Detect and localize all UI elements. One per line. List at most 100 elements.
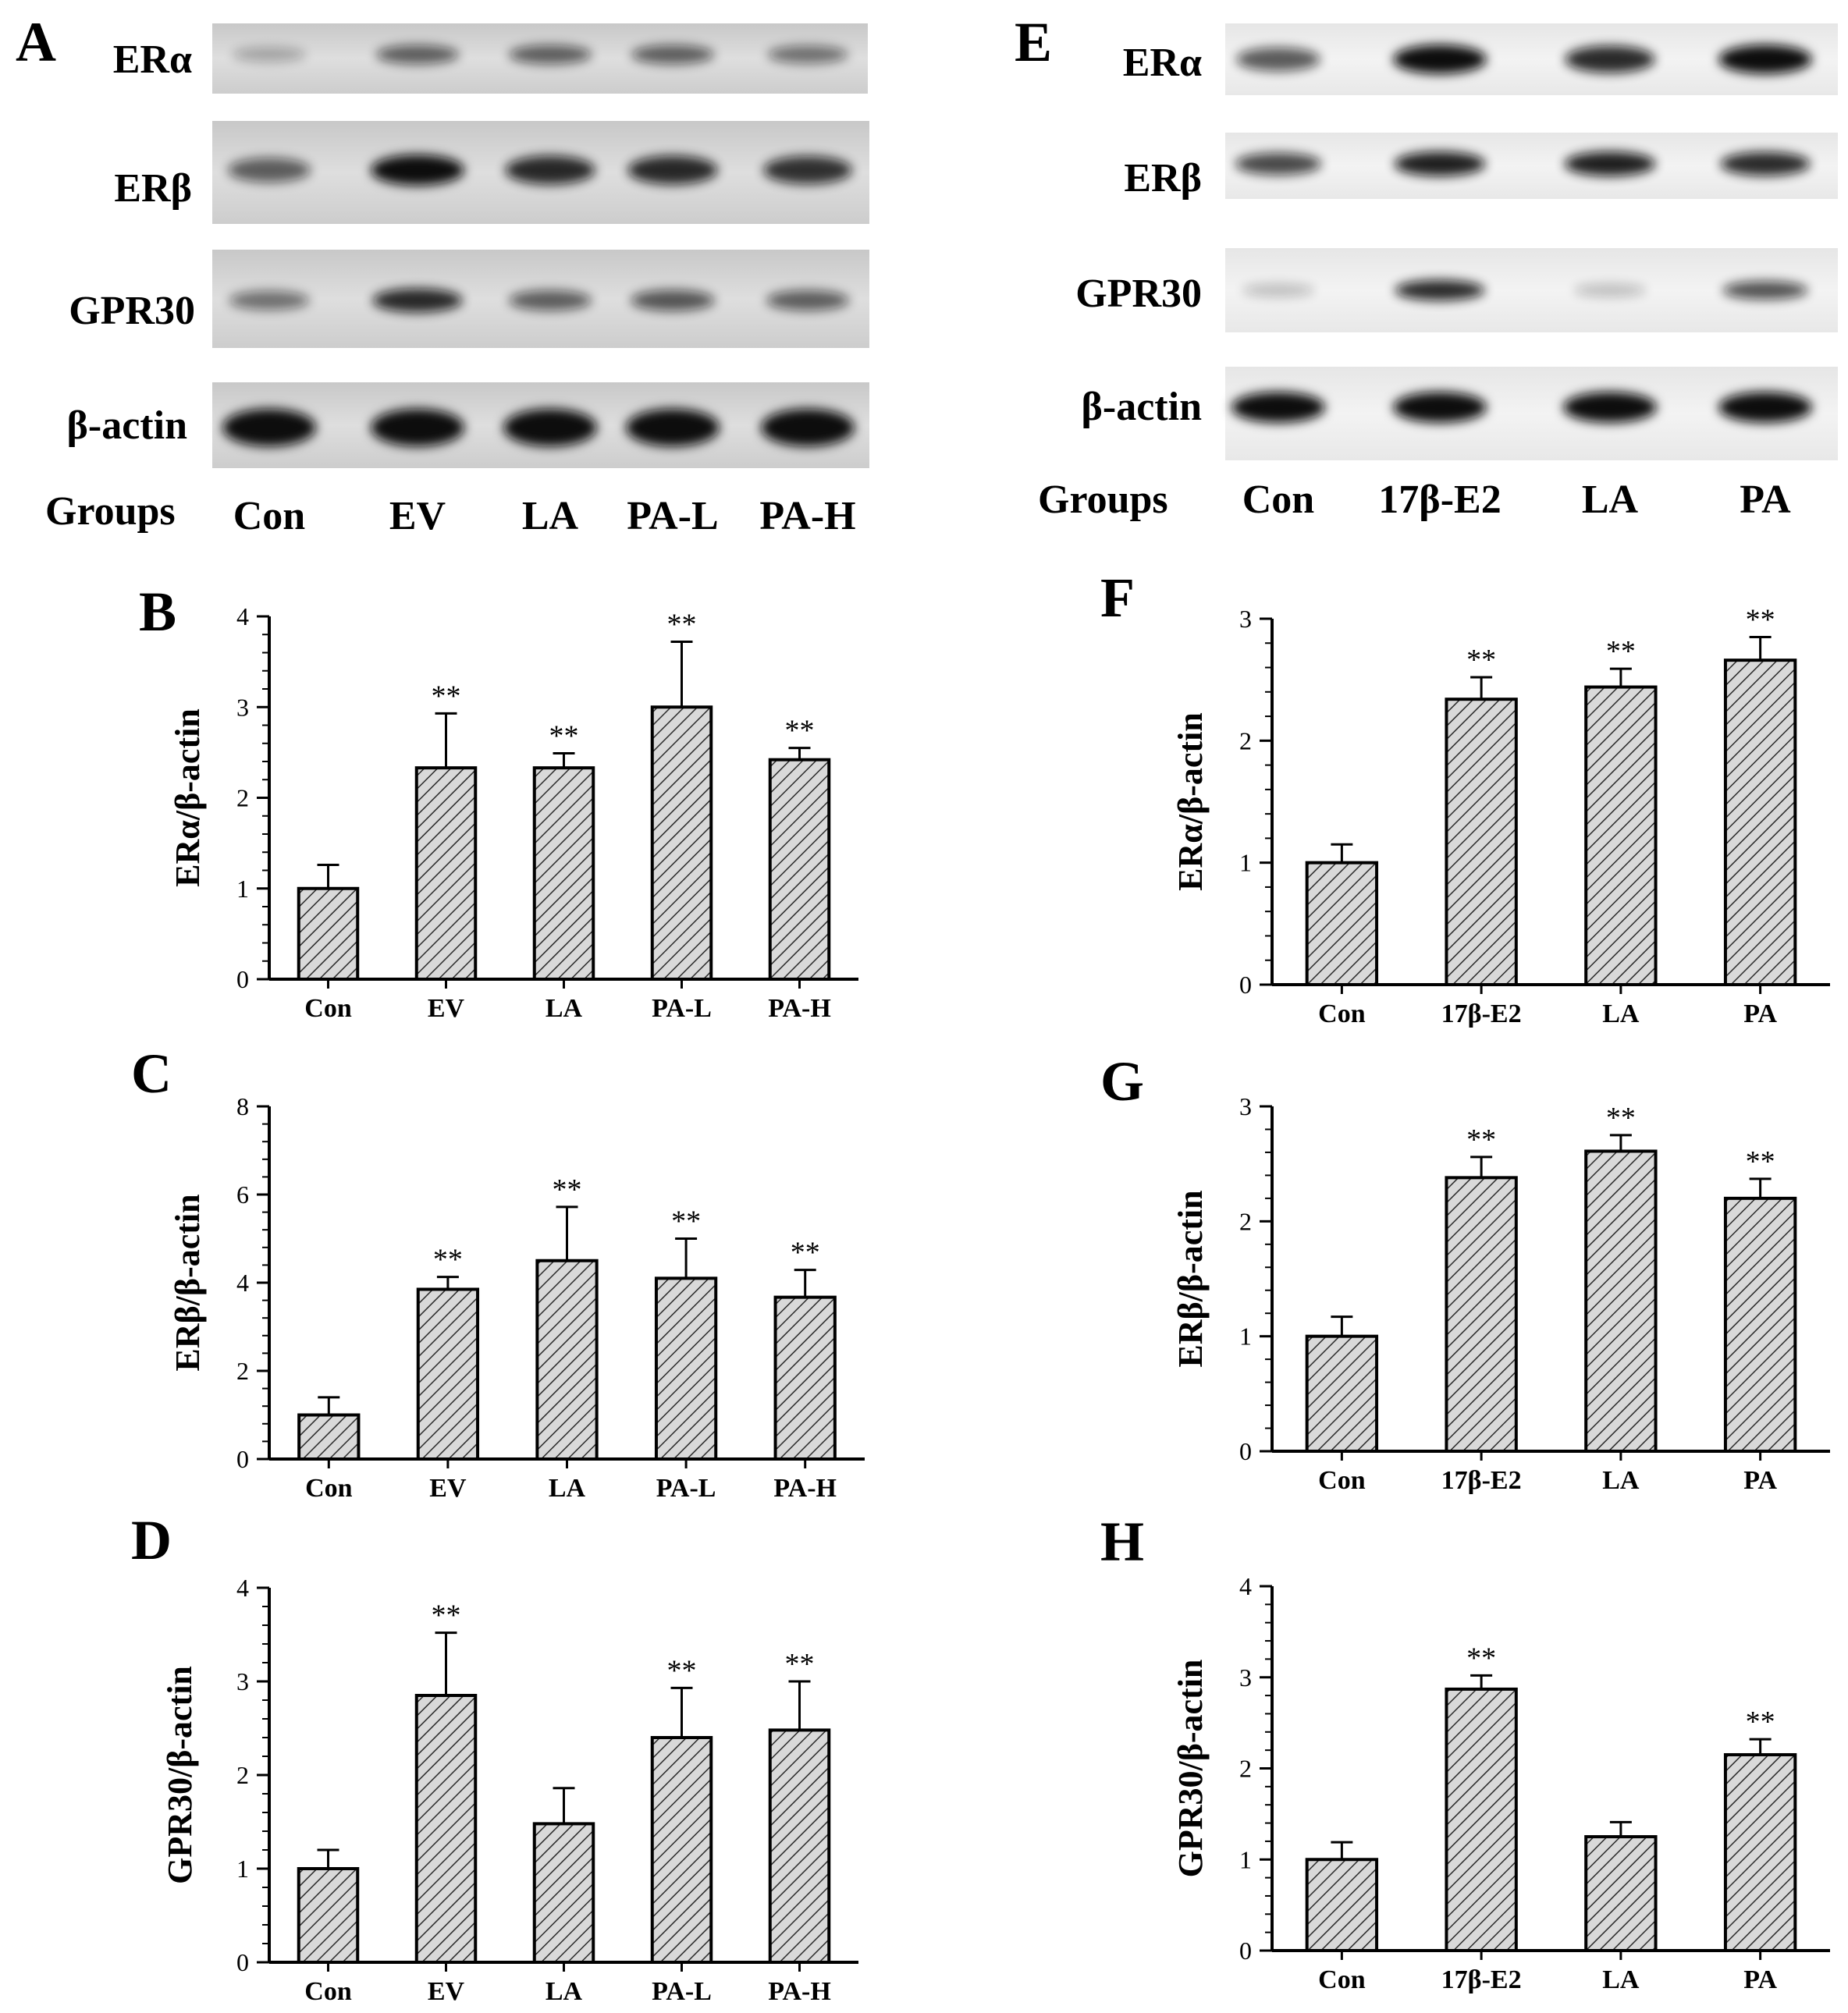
y-tick-label: 4 [1239,1572,1252,1600]
bar-chart-h: 0 1 2 3 4 Con 17β-E2 ** LA PA ** GPR30/β-actin [1171,1572,1830,1994]
blot-label-era: ERα [113,37,192,82]
bar [535,1259,599,1461]
x-tick-label: Con [305,1474,353,1503]
blot-label-actin: β-actin [1082,385,1203,429]
bar [414,766,478,981]
bar [1305,861,1379,986]
y-tick-label: 8 [236,1092,249,1120]
bar [1445,1176,1518,1453]
blot-bands-e [1231,44,1812,423]
western-blot-a: ERα ERβ GPR30 β-actin Groups Con EV LA P… [45,23,869,538]
significance-label: ** [553,1173,582,1206]
panel-letter-g: G [1100,1050,1144,1113]
blot-band [1565,45,1655,73]
x-tick-label: LA [1602,999,1640,1028]
groups-label: Groups [1038,478,1168,522]
lane-label: 17β-E2 [1378,478,1501,522]
bar-chart-b: 0 1 2 3 4 Con EV ** LA ** PA-L ** PA-H ** ERα/β-actin [169,602,858,1023]
x-tick-label: LA [1602,1466,1640,1495]
y-tick-label: 1 [236,875,249,903]
y-tick-label: 3 [1239,1092,1252,1120]
bar [1445,1687,1518,1952]
y-tick-label: 2 [236,784,249,812]
blot-label-gpr30: GPR30 [1075,272,1202,316]
significance-label: ** [1466,1124,1496,1156]
bar [532,766,595,981]
y-axis-title: GPR30/β-actin [161,1666,199,1884]
y-tick-label: 0 [236,1445,249,1473]
blot-band [227,158,311,183]
panel-letter-f: F [1100,566,1135,629]
bar-chart-g: 0 1 2 3 Con 17β-E2 ** LA ** PA ** ERβ/β-actin [1171,1092,1830,1495]
x-tick-label: PA [1743,1466,1777,1495]
significance-label: ** [785,715,815,747]
y-axis-title: ERβ/β-actin [169,1194,207,1371]
y-tick-label: 2 [236,1357,249,1385]
blot-band [508,44,592,65]
y-tick-label: 0 [1239,971,1252,999]
bar-chart-d: 0 1 2 3 4 Con EV ** LA PA-L ** PA-H ** GPR30/β-actin [161,1574,858,2006]
x-tick-label: LA [546,1977,583,2006]
blot-band [1720,151,1811,176]
bar-chart-f: 0 1 2 3 Con 17β-E2 ** LA ** PA ** ERα/β-actin [1171,603,1830,1028]
x-tick-label: Con [304,994,352,1023]
blot-band [371,408,464,447]
significance-label: ** [671,1205,701,1238]
y-tick-label: 3 [1239,605,1252,633]
x-tick-label: EV [428,994,465,1023]
blot-band [627,155,718,185]
blot-label-erb: ERβ [1124,156,1202,201]
blot-label-gpr30: GPR30 [69,289,195,333]
blot-band [1564,151,1656,176]
x-tick-label: PA-H [773,1474,837,1503]
bar-chart-c: 0 2 4 6 8 Con EV ** LA ** PA-L ** PA-H ** ERβ/β-actin [169,1092,865,1503]
lane-label: PA [1740,478,1791,522]
blot-band [1393,44,1487,74]
blot-band [1235,152,1322,176]
lane-label: LA [522,494,579,538]
bar [1305,1858,1379,1952]
x-tick-label: LA [549,1474,586,1503]
x-tick-label: 17β-E2 [1441,999,1522,1028]
blot-band [626,408,720,447]
blot-band [767,45,848,64]
bar [414,1694,478,1964]
y-axis-title: ERα/β-actin [1171,712,1210,891]
lane-label: LA [1582,478,1639,522]
x-tick-label: Con [1318,999,1366,1028]
x-tick-label: 17β-E2 [1441,1965,1522,1994]
bar [297,1413,361,1461]
y-axis-title: GPR30/β-actin [1171,1660,1210,1878]
blot-band [1236,47,1320,72]
blot-band [1394,151,1486,176]
y-tick-label: 2 [1239,1207,1252,1235]
significance-label: ** [1466,1642,1496,1674]
bar [654,1276,718,1461]
blot-band [631,44,715,65]
bar [1445,698,1518,986]
y-tick-label: 4 [236,1574,249,1602]
blot-band [1563,392,1657,423]
x-tick-label: Con [1318,1466,1366,1495]
panel-letter-a: A [16,11,56,73]
significance-label: ** [667,609,697,641]
y-tick-label: 1 [1239,849,1252,877]
x-tick-label: PA-L [652,1977,712,2006]
blot-band [1722,280,1808,300]
blot-band [1242,283,1315,297]
x-tick-label: Con [1318,1965,1366,1994]
groups-label: Groups [45,489,176,534]
blot-band [372,288,463,313]
lane-label: PA-L [627,494,718,538]
blot-band [222,408,316,447]
bar [532,1822,595,1964]
bar [1723,1752,1797,1953]
blot-band [1395,279,1485,301]
x-tick-label: PA-L [656,1474,716,1503]
blot-band [1393,392,1487,423]
blot-band [763,156,852,184]
panel-letter-c: C [131,1042,172,1105]
blot-band [631,289,715,311]
significance-label: ** [1606,635,1636,668]
significance-label: ** [1746,1706,1775,1738]
